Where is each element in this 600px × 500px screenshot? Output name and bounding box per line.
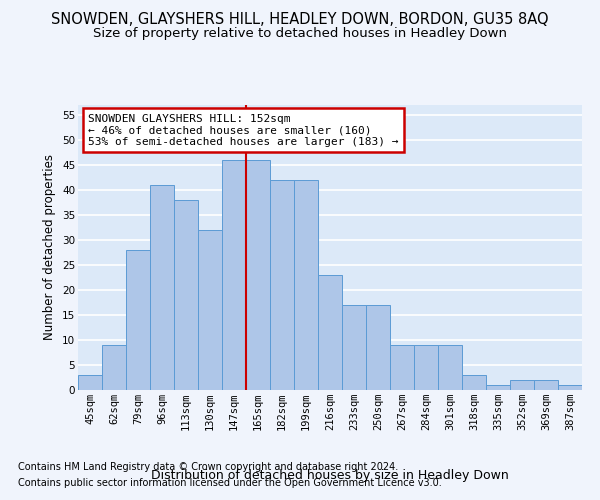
Bar	[486, 385, 510, 390]
Bar	[78, 375, 102, 390]
Text: Contains HM Land Registry data © Crown copyright and database right 2024.: Contains HM Land Registry data © Crown c…	[18, 462, 398, 472]
Bar	[318, 275, 342, 390]
Bar	[126, 250, 150, 390]
Text: Size of property relative to detached houses in Headley Down: Size of property relative to detached ho…	[93, 28, 507, 40]
Bar	[174, 200, 198, 390]
Text: SNOWDEN, GLAYSHERS HILL, HEADLEY DOWN, BORDON, GU35 8AQ: SNOWDEN, GLAYSHERS HILL, HEADLEY DOWN, B…	[51, 12, 549, 28]
Bar	[462, 375, 486, 390]
Y-axis label: Number of detached properties: Number of detached properties	[43, 154, 56, 340]
Bar	[102, 345, 126, 390]
Text: SNOWDEN GLAYSHERS HILL: 152sqm
← 46% of detached houses are smaller (160)
53% of: SNOWDEN GLAYSHERS HILL: 152sqm ← 46% of …	[88, 114, 398, 147]
Bar	[246, 160, 270, 390]
Bar	[150, 185, 174, 390]
Bar	[270, 180, 294, 390]
X-axis label: Distribution of detached houses by size in Headley Down: Distribution of detached houses by size …	[151, 469, 509, 482]
Bar	[198, 230, 222, 390]
Bar	[390, 345, 414, 390]
Bar	[414, 345, 438, 390]
Bar	[438, 345, 462, 390]
Bar	[342, 305, 366, 390]
Bar	[222, 160, 246, 390]
Bar	[294, 180, 318, 390]
Text: Contains public sector information licensed under the Open Government Licence v3: Contains public sector information licen…	[18, 478, 442, 488]
Bar	[534, 380, 558, 390]
Bar	[510, 380, 534, 390]
Bar	[558, 385, 582, 390]
Bar	[366, 305, 390, 390]
